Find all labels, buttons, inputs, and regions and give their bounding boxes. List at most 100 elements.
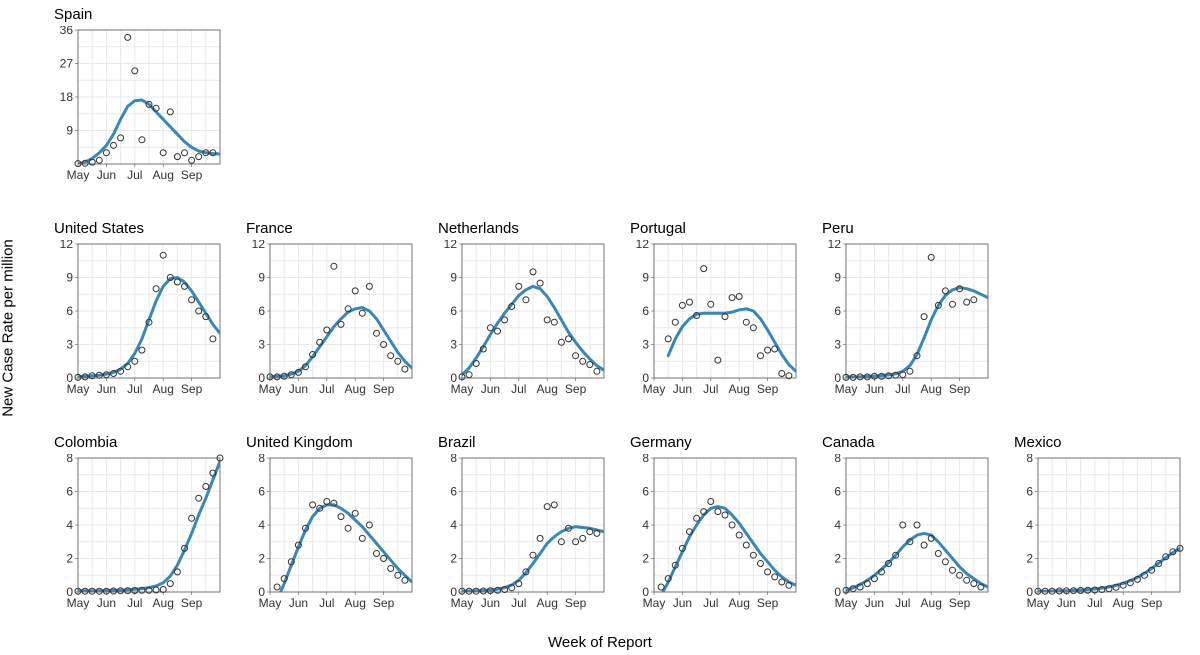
y-tick-label: 3 [450,338,457,352]
data-point [374,551,380,557]
x-tick-label: Aug [345,382,366,396]
x-tick-label: May [259,596,282,610]
x-tick-label: May [451,596,474,610]
x-tick-label: Aug [729,596,750,610]
y-tick-label: 36 [60,26,74,37]
panel-title: Canada [822,434,875,451]
y-tick-label: 3 [258,338,265,352]
data-point [658,584,664,590]
y-tick-label: 2 [1026,552,1033,566]
x-tick-label: Aug [345,596,366,610]
y-tick-label: 6 [258,485,265,499]
y-tick-label: 6 [450,304,457,318]
chart-panel: Brazil02468MayJunJulAugSep [432,454,608,614]
x-tick-label: Sep [949,382,971,396]
x-tick-label: Jul [319,596,334,610]
y-axis-label: New Case Rate per million [0,239,17,417]
panel-svg: 036912MayJunJulAugSep [48,240,224,400]
data-point [964,577,970,583]
panel-title: United Kingdom [246,434,353,451]
data-point [687,299,693,305]
y-tick-label: 2 [834,552,841,566]
data-point [139,137,145,143]
chart-panel: Netherlands036912MayJunJulAugSep [432,240,608,400]
data-point [964,299,970,305]
panel-title: Germany [630,434,692,451]
data-point [139,347,145,353]
y-tick-label: 8 [834,454,841,465]
x-tick-label: Aug [153,596,174,610]
x-tick-label: Sep [373,382,395,396]
y-tick-label: 6 [450,485,457,499]
x-tick-label: Jul [511,382,526,396]
x-tick-label: Jun [481,596,500,610]
panel-title: Netherlands [438,220,519,237]
x-tick-label: Aug [153,382,174,396]
y-tick-label: 8 [66,454,73,465]
x-tick-label: Jun [289,382,308,396]
x-tick-label: Jul [895,382,910,396]
panel-title: United States [54,220,144,237]
y-tick-label: 12 [444,240,458,251]
y-tick-label: 4 [258,518,265,532]
data-point [715,509,721,515]
smooth-line [277,505,412,601]
data-point [196,154,202,160]
y-tick-label: 12 [828,240,842,251]
data-point [274,584,280,590]
x-tick-label: Sep [757,596,779,610]
data-point [772,346,778,352]
panel-svg: 036912MayJunJulAugSep [816,240,992,400]
smooth-line [668,309,796,372]
x-tick-label: Jul [895,596,910,610]
x-tick-label: Sep [565,382,587,396]
y-tick-label: 6 [66,485,73,499]
data-point [495,328,501,334]
x-tick-label: May [259,382,282,396]
data-point [580,535,586,541]
panel-title: Portugal [630,220,686,237]
data-point [345,525,351,531]
data-point [907,368,913,374]
x-tick-label: May [643,596,666,610]
data-point [935,551,941,557]
panel-svg: 02468MayJunJulAugSep [1008,454,1184,614]
x-tick-label: Jun [289,596,308,610]
data-point [182,150,188,156]
y-tick-label: 6 [642,304,649,318]
data-point [523,297,529,303]
y-tick-label: 2 [258,552,265,566]
x-tick-label: Jul [511,596,526,610]
x-tick-label: Aug [1113,596,1134,610]
x-tick-label: Jun [97,382,116,396]
y-tick-label: 6 [66,304,73,318]
data-point [196,495,202,501]
x-tick-label: Sep [1141,596,1163,610]
x-tick-label: Jul [127,596,142,610]
y-tick-label: 9 [258,271,265,285]
y-tick-label: 4 [450,518,457,532]
data-point [167,581,173,587]
x-tick-label: Aug [921,382,942,396]
x-tick-label: Jun [865,382,884,396]
x-tick-label: Jul [703,596,718,610]
panel-svg: 02468MayJunJulAugSep [432,454,608,614]
x-tick-label: Sep [181,382,203,396]
data-point [466,372,472,378]
panel-title: France [246,220,293,237]
y-tick-label: 9 [450,271,457,285]
data-point [153,286,159,292]
data-point [921,314,927,320]
x-tick-label: Aug [153,168,174,182]
y-tick-label: 9 [642,271,649,285]
chart-panel: Portugal036912MayJunJulAugSep [624,240,800,400]
panel-svg: 02468MayJunJulAugSep [240,454,416,614]
y-tick-label: 6 [258,304,265,318]
x-tick-label: Jun [97,168,116,182]
y-tick-label: 4 [834,518,841,532]
y-tick-label: 6 [642,485,649,499]
y-tick-label: 6 [1026,485,1033,499]
y-tick-label: 9 [66,124,73,138]
x-tick-label: May [1027,596,1050,610]
x-tick-label: May [451,382,474,396]
